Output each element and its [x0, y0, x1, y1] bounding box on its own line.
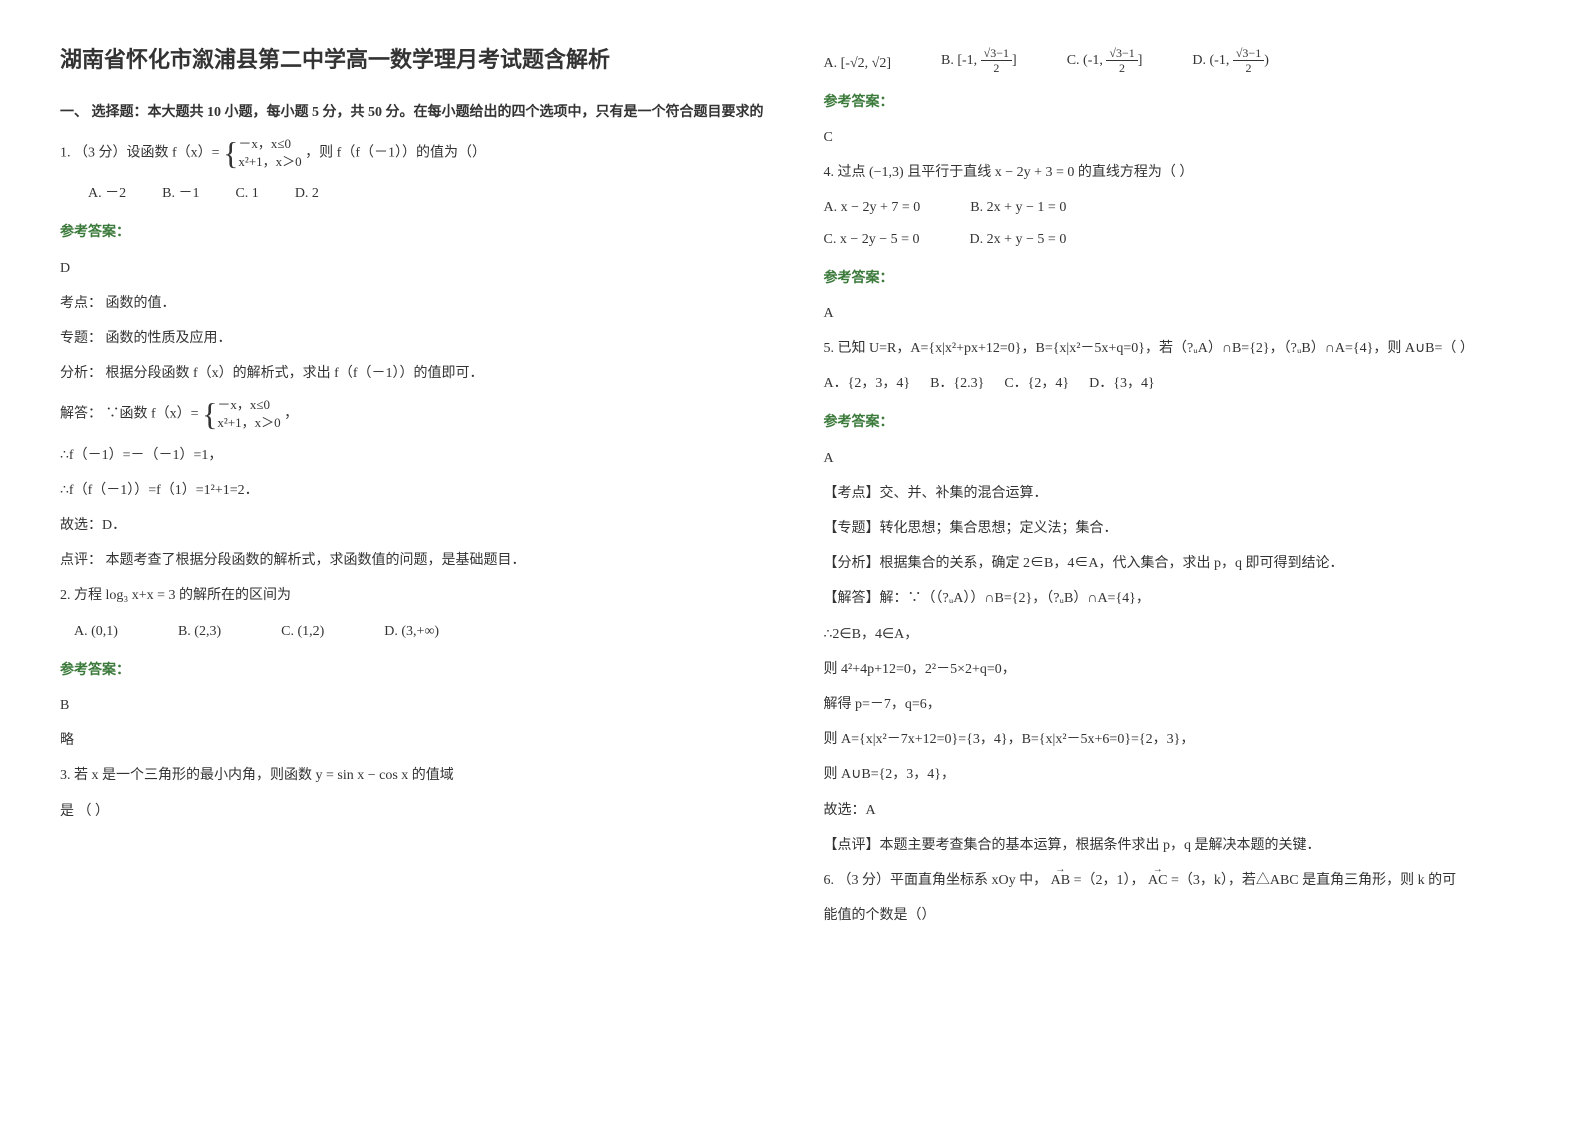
q2-optA: A. (0,1) [74, 619, 118, 644]
q1-optB: B. －1 [162, 181, 199, 206]
q6-eq1: =（2，1）， [1074, 873, 1145, 888]
q3-answer-label: 参考答案： [824, 90, 1528, 115]
q4-stem: 4. 过点 (−1,3) 且平行于直线 x − 2y + 3 = 0 的直线方程… [824, 160, 1528, 185]
q5-jieda4: 解得 p=－7，q=6， [824, 692, 1528, 717]
doc-title: 湖南省怀化市溆浦县第二中学高一数学理月考试题含解析 [60, 40, 764, 80]
q1-step2: ∴f（f（－1））=f（1）=1²+1=2． [60, 478, 764, 503]
q5-zhuanti: 【专题】转化思想；集合思想；定义法；集合． [824, 516, 1528, 541]
q1-jieda-prefix: 解答： ∵函数 f（x）= [60, 407, 199, 422]
q5-answer-label: 参考答案： [824, 410, 1528, 435]
q4-answer-label: 参考答案： [824, 266, 1528, 291]
q1-step1: ∴f（－1）=－（－1）=1， [60, 443, 764, 468]
q5-options: A．{2，3，4} B．{2.3} C．{2，4} D．{3，4} [824, 371, 1528, 396]
q1-piece1: －x，x≤0 [238, 135, 301, 153]
q2-answer-label: 参考答案： [60, 658, 764, 683]
q3-optC: C. (-1, √3−12] [1067, 46, 1143, 76]
q1-piece2: x²+1，x＞0 [238, 153, 301, 171]
q5-jieda2: ∴2∈B，4∈A， [824, 622, 1528, 647]
q1-guxuan: 故选：D． [60, 513, 764, 538]
q1-fenxi: 分析： 根据分段函数 f（x）的解析式，求出 f（f（－1））的值即可． [60, 361, 764, 386]
piecewise-icon: { －x，x≤0 x²+1，x＞0 [223, 135, 302, 171]
q5-optC: C．{2，4} [1004, 371, 1069, 396]
q6-eq2: =（3，k），若△ABC 是直角三角形，则 k 的可 [1171, 873, 1456, 888]
q4-optD: D. 2x + y − 5 = 0 [970, 227, 1067, 252]
q1-jieda: 解答： ∵函数 f（x）= { －x，x≤0 x²+1，x＞0 ， [60, 396, 764, 432]
q5-fenxi: 【分析】根据集合的关系，确定 2∈B，4∈A，代入集合，求出 p，q 即可得到结… [824, 551, 1528, 576]
q6-stem2: 能值的个数是（） [824, 903, 1528, 928]
q5-dianping: 【点评】本题主要考查集合的基本运算，根据条件求出 p，q 是解决本题的关键． [824, 833, 1528, 858]
q4-options-row1: A. x − 2y + 7 = 0 B. 2x + y − 1 = 0 [824, 195, 1528, 220]
q1-answer: D [60, 256, 764, 281]
q1-stem-prefix: 1. （3 分）设函数 f（x）= [60, 145, 220, 160]
q1-optA: A. －2 [88, 181, 126, 206]
q5-jieda3: 则 4²+4p+12=0，2²－5×2+q=0， [824, 657, 1528, 682]
q5-jieda5: 则 A={x|x²－7x+12=0}={3，4}，B={x|x²－5x+6=0}… [824, 727, 1528, 752]
q1-optD: D. 2 [295, 181, 319, 206]
q5-optA: A．{2，3，4} [824, 371, 911, 396]
q1-jieda-suffix: ， [284, 407, 298, 422]
q5-guxuan: 故选：A [824, 798, 1528, 823]
q1-answer-label: 参考答案： [60, 220, 764, 245]
q2-optD: D. (3,+∞) [384, 619, 439, 644]
left-column: 湖南省怀化市溆浦县第二中学高一数学理月考试题含解析 一、 选择题：本大题共 10… [60, 40, 764, 938]
q2-lue: 略 [60, 728, 764, 753]
q1-kaodian: 考点： 函数的值． [60, 291, 764, 316]
q4-optC: C. x − 2y − 5 = 0 [824, 227, 920, 252]
q4-options-row2: C. x − 2y − 5 = 0 D. 2x + y − 5 = 0 [824, 227, 1528, 252]
q5-answer: A [824, 446, 1528, 471]
q2-optC: C. (1,2) [281, 619, 324, 644]
q5-optB: B．{2.3} [930, 371, 984, 396]
page: 湖南省怀化市溆浦县第二中学高一数学理月考试题含解析 一、 选择题：本大题共 10… [60, 40, 1527, 938]
q5-optD: D．{3，4} [1089, 371, 1155, 396]
q3-optA: A. [-√2, √2] [824, 51, 891, 76]
q3-optD: D. (-1, √3−12) [1192, 46, 1268, 76]
q4-optA: A. x − 2y + 7 = 0 [824, 195, 921, 220]
piecewise-icon: { －x，x≤0 x²+1，x＞0 [202, 396, 281, 432]
q1-stem: 1. （3 分）设函数 f（x）= { －x，x≤0 x²+1，x＞0 ，则 f… [60, 135, 764, 171]
q1-optC: C. 1 [235, 181, 258, 206]
vector-ac-icon: AC [1148, 868, 1167, 893]
q2-options: A. (0,1) B. (2,3) C. (1,2) D. (3,+∞) [74, 619, 764, 644]
q4-answer: A [824, 301, 1528, 326]
vector-ab-icon: AB [1051, 868, 1070, 893]
q3-optB: B. [-1, √3−12] [941, 46, 1017, 76]
q4-optB: B. 2x + y − 1 = 0 [970, 195, 1066, 220]
q3-stem: 3. 若 x 是一个三角形的最小内角，则函数 y = sin x − cos x… [60, 763, 764, 788]
q1-stem-suffix: ，则 f（f（－1））的值为（） [305, 145, 486, 160]
q1-options: A. －2 B. －1 C. 1 D. 2 [88, 181, 764, 206]
q6-stem1: 6. （3 分）平面直角坐标系 xOy 中， [824, 873, 1048, 888]
q1-dianping: 点评： 本题考查了根据分段函数的解析式，求函数值的问题，是基础题目． [60, 548, 764, 573]
q6-stem: 6. （3 分）平面直角坐标系 xOy 中， AB =（2，1）， AC =（3… [824, 868, 1528, 893]
q5-jieda1: 【解答】解：∵（（?ᵤA））∩B={2}，（?ᵤB）∩A={4}， [824, 586, 1528, 611]
section1-head: 一、 选择题：本大题共 10 小题，每小题 5 分，共 50 分。在每小题给出的… [60, 100, 764, 125]
q3-answer: C [824, 125, 1528, 150]
q5-kaodian: 【考点】交、并、补集的混合运算． [824, 481, 1528, 506]
q3-stem2: 是 （ ） [60, 799, 764, 824]
q2-optB: B. (2,3) [178, 619, 221, 644]
q5-jieda6: 则 A∪B={2，3，4}， [824, 762, 1528, 787]
right-column: A. [-√2, √2] B. [-1, √3−12] C. (-1, √3−1… [824, 40, 1528, 938]
q1-zhuanti: 专题： 函数的性质及应用． [60, 326, 764, 351]
q2-answer: B [60, 693, 764, 718]
q5-stem: 5. 已知 U=R，A={x|x²+px+12=0}，B={x|x²－5x+q=… [824, 336, 1528, 361]
q3-options: A. [-√2, √2] B. [-1, √3−12] C. (-1, √3−1… [824, 46, 1528, 76]
q2-stem: 2. 方程 log₃ x+x = 3 的解所在的区间为 [60, 583, 764, 608]
